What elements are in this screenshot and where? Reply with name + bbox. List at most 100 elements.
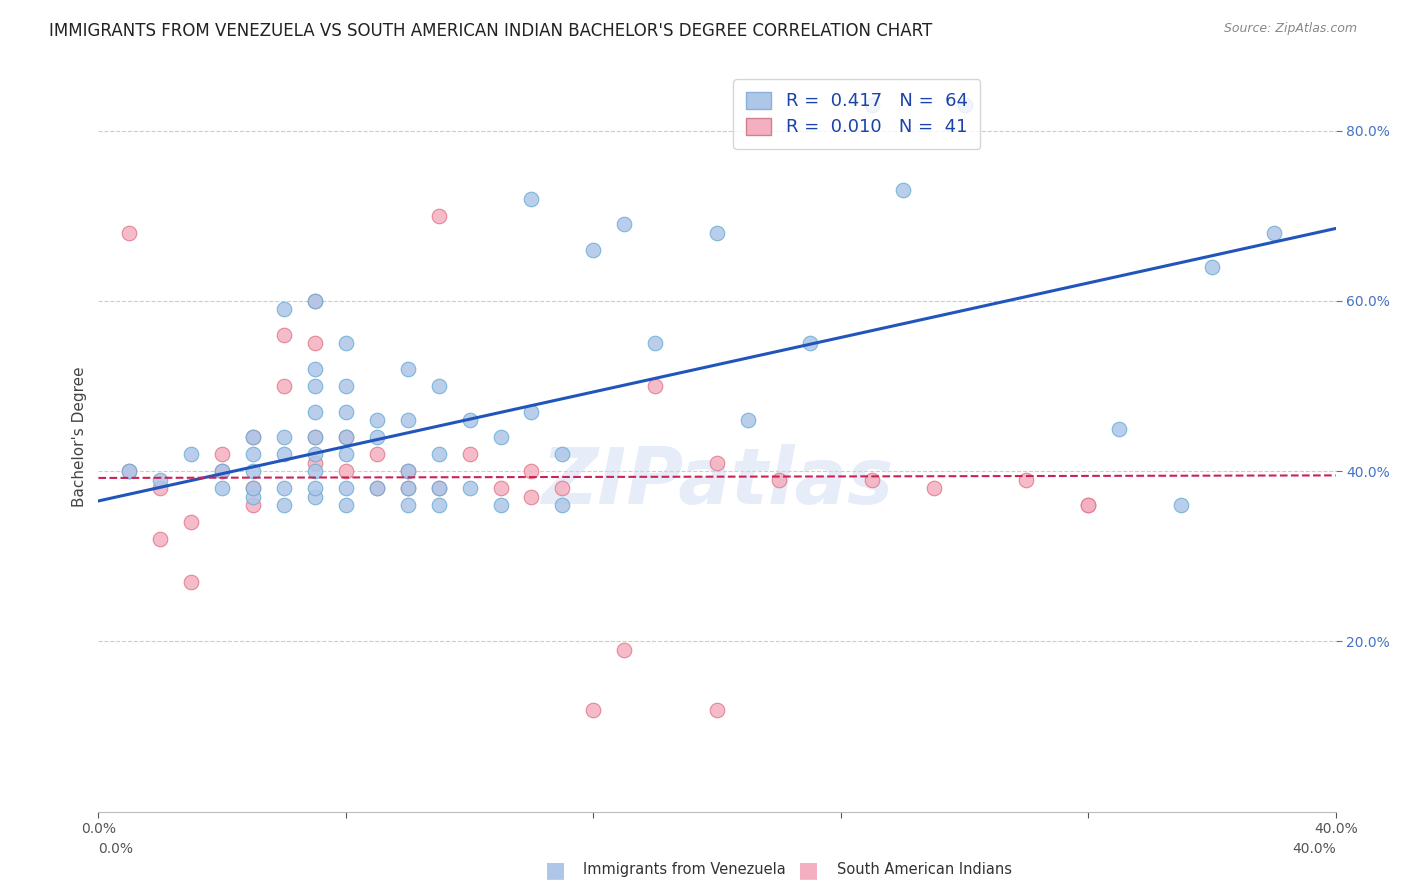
Point — [1108, 421, 1130, 435]
Text: South American Indians: South American Indians — [837, 863, 1011, 877]
Point — [304, 481, 326, 495]
Point — [427, 447, 450, 461]
Text: IMMIGRANTS FROM VENEZUELA VS SOUTH AMERICAN INDIAN BACHELOR'S DEGREE CORRELATION: IMMIGRANTS FROM VENEZUELA VS SOUTH AMERI… — [49, 22, 932, 40]
Point — [211, 464, 233, 478]
Text: ZIPatlas: ZIPatlas — [541, 444, 893, 520]
Point — [860, 98, 883, 112]
Point — [211, 447, 233, 461]
Point — [551, 498, 574, 512]
Point — [489, 481, 512, 495]
Point — [396, 464, 419, 478]
Point — [335, 481, 357, 495]
Point — [551, 447, 574, 461]
Point — [149, 473, 172, 487]
Point — [768, 473, 790, 487]
Point — [396, 498, 419, 512]
Point — [922, 481, 945, 495]
Point — [304, 379, 326, 393]
Point — [396, 481, 419, 495]
Point — [211, 481, 233, 495]
Text: Immigrants from Venezuela: Immigrants from Venezuela — [583, 863, 786, 877]
Point — [458, 413, 481, 427]
Point — [118, 464, 141, 478]
Point — [118, 226, 141, 240]
Point — [273, 302, 295, 317]
Point — [242, 464, 264, 478]
Point — [335, 430, 357, 444]
Point — [706, 456, 728, 470]
Point — [427, 209, 450, 223]
Point — [1201, 260, 1223, 274]
Point — [366, 481, 388, 495]
Point — [335, 464, 357, 478]
Point — [489, 498, 512, 512]
Point — [304, 293, 326, 308]
Text: ■: ■ — [546, 860, 565, 880]
Point — [335, 447, 357, 461]
Point — [304, 362, 326, 376]
Point — [242, 490, 264, 504]
Text: ■: ■ — [799, 860, 818, 880]
Point — [366, 413, 388, 427]
Point — [304, 293, 326, 308]
Point — [180, 515, 202, 529]
Point — [149, 533, 172, 547]
Point — [304, 336, 326, 351]
Point — [427, 379, 450, 393]
Point — [644, 336, 666, 351]
Point — [335, 404, 357, 418]
Point — [427, 481, 450, 495]
Point — [242, 498, 264, 512]
Point — [737, 413, 759, 427]
Point — [582, 702, 605, 716]
Point — [242, 481, 264, 495]
Point — [458, 447, 481, 461]
Point — [335, 336, 357, 351]
Y-axis label: Bachelor's Degree: Bachelor's Degree — [72, 367, 87, 508]
Point — [335, 498, 357, 512]
Point — [489, 430, 512, 444]
Point — [366, 430, 388, 444]
Point — [520, 490, 543, 504]
Point — [953, 98, 976, 112]
Point — [304, 447, 326, 461]
Point — [180, 574, 202, 589]
Point — [304, 404, 326, 418]
Point — [1015, 473, 1038, 487]
Point — [613, 643, 636, 657]
Point — [335, 379, 357, 393]
Point — [180, 447, 202, 461]
Point — [520, 192, 543, 206]
Point — [427, 498, 450, 512]
Point — [273, 447, 295, 461]
Text: Source: ZipAtlas.com: Source: ZipAtlas.com — [1223, 22, 1357, 36]
Point — [242, 481, 264, 495]
Point — [396, 481, 419, 495]
Point — [396, 413, 419, 427]
Point — [242, 430, 264, 444]
Point — [427, 481, 450, 495]
Point — [366, 481, 388, 495]
Point — [273, 430, 295, 444]
Point — [304, 490, 326, 504]
Point — [304, 430, 326, 444]
Text: 0.0%: 0.0% — [98, 842, 134, 856]
Point — [273, 379, 295, 393]
Point — [149, 481, 172, 495]
Point — [520, 404, 543, 418]
Point — [1077, 498, 1099, 512]
Point — [613, 217, 636, 231]
Point — [891, 183, 914, 197]
Point — [799, 336, 821, 351]
Point — [118, 464, 141, 478]
Point — [706, 702, 728, 716]
Point — [706, 226, 728, 240]
Point — [458, 481, 481, 495]
Point — [242, 430, 264, 444]
Point — [335, 430, 357, 444]
Point — [211, 464, 233, 478]
Point — [860, 473, 883, 487]
Legend: R =  0.417   N =  64, R =  0.010   N =  41: R = 0.417 N = 64, R = 0.010 N = 41 — [734, 79, 980, 149]
Point — [366, 447, 388, 461]
Point — [304, 430, 326, 444]
